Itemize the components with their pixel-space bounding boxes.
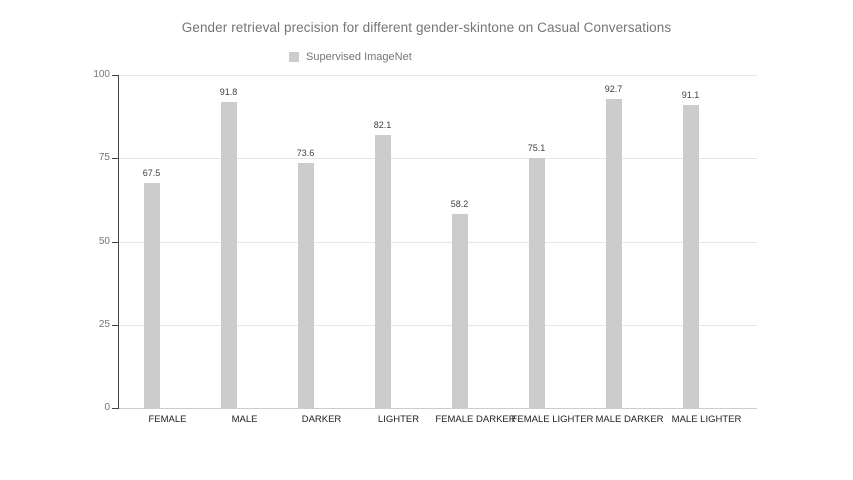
y-axis-tick xyxy=(112,324,118,326)
bar-value-label: 82.1 xyxy=(373,119,392,130)
bar-value-label: 91.1 xyxy=(681,89,700,100)
y-axis-tick-label: 0 xyxy=(104,402,110,413)
x-axis-label-lighter: LIGHTER xyxy=(377,414,420,425)
bar-value-label: 75.1 xyxy=(527,142,546,153)
y-axis-tick xyxy=(112,75,118,76)
chart-title: Gender retrieval precision for different… xyxy=(181,20,672,35)
y-axis-tick-label: 75 xyxy=(98,152,110,164)
bar-female[interactable] xyxy=(143,183,160,408)
y-axis-tick-label: 50 xyxy=(98,235,110,247)
bar-value-label: 58.2 xyxy=(450,199,469,210)
bar-value-label: 91.8 xyxy=(219,87,238,98)
x-axis-label-female-darker: FEMALE DARKER xyxy=(435,414,516,425)
bar-female-darker[interactable] xyxy=(451,214,468,408)
y-axis-tick-label: 100 xyxy=(93,69,110,80)
gridline-75 xyxy=(118,158,757,160)
x-axis-label-darker: DARKER xyxy=(301,414,342,425)
x-axis-label-male-darker: MALE DARKER xyxy=(595,414,664,425)
gridline-100 xyxy=(118,75,757,76)
legend-label: Supervised ImageNet xyxy=(306,51,412,63)
y-axis-line xyxy=(118,75,119,409)
bar-value-label: 67.5 xyxy=(142,168,161,179)
bar-darker[interactable] xyxy=(297,162,314,408)
gridline-50 xyxy=(118,241,757,243)
gridline-0 xyxy=(118,408,757,409)
bar-value-label: 92.7 xyxy=(604,84,623,95)
bar-male-darker[interactable] xyxy=(605,99,622,408)
legend-swatch xyxy=(289,52,299,62)
plot-area: 0 25 50 75 100 67.5 FEMALE 91.8 MALE 73.6 DARKER 82… xyxy=(93,69,757,425)
x-axis-label-female-lighter: FEMALE LIGHTER xyxy=(511,414,594,425)
x-axis-label-male-lighter: MALE LIGHTER xyxy=(671,414,742,425)
gridline-25 xyxy=(118,324,757,326)
bar-lighter[interactable] xyxy=(374,134,391,408)
bar-value-label: 73.6 xyxy=(296,147,315,158)
bar-female-lighter[interactable] xyxy=(528,157,545,408)
x-axis-label-male: MALE xyxy=(231,414,258,425)
x-axis-label-female: FEMALE xyxy=(148,414,187,425)
y-axis-tick-label: 25 xyxy=(98,318,110,330)
y-axis-tick xyxy=(112,408,118,409)
y-axis-tick xyxy=(112,241,118,243)
bar-male-lighter[interactable] xyxy=(682,104,699,408)
legend: Supervised ImageNet xyxy=(289,51,412,63)
bar-male[interactable] xyxy=(220,102,237,408)
y-axis-tick xyxy=(112,158,118,160)
